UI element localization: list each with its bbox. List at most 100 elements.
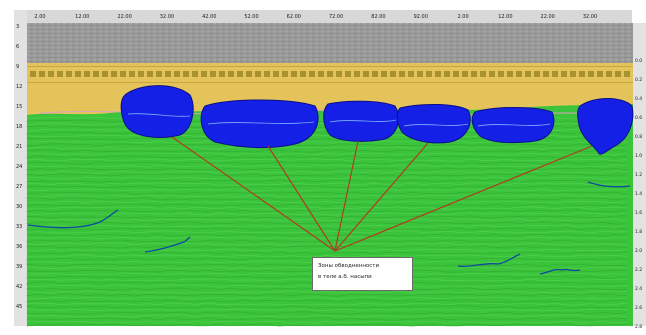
void-zone-2 [200, 99, 319, 149]
callout-line-2: в теле а.б. насыпи [318, 274, 372, 280]
ground-texture-line [26, 188, 628, 192]
ground-texture-line [26, 158, 628, 162]
ground-texture-line [26, 191, 628, 195]
stripe-block [93, 71, 99, 77]
stripe-block [489, 71, 495, 77]
stripe-block [255, 71, 261, 77]
reflector-line-1 [27, 209, 119, 229]
void-traces [127, 113, 551, 127]
stripe-block [228, 71, 234, 77]
ground-texture-line [26, 203, 628, 207]
ground-texture-line [26, 218, 628, 222]
top-ruler [14, 10, 632, 23]
stripe-block [273, 71, 279, 77]
layer-stripe [27, 66, 633, 83]
ground-texture-line [26, 242, 627, 246]
stripe-block [219, 71, 225, 77]
top-tick-label: 42.00 [202, 14, 216, 20]
stripe-block [246, 71, 252, 77]
stripe-block [597, 71, 603, 77]
stripe-block [561, 71, 567, 77]
ground-texture-line [26, 179, 628, 183]
left-tick-label: 36 [16, 244, 22, 250]
reflector-line-2 [144, 236, 191, 253]
stripe-block [516, 71, 522, 77]
ground-texture-line [26, 149, 628, 153]
stripe-block [183, 71, 189, 77]
stripe-block [138, 71, 144, 77]
top-tick-label: 12.00 [75, 14, 89, 20]
right-tick-label: 2.6 [635, 305, 642, 311]
stripe-block [588, 71, 594, 77]
stripe-block [390, 71, 396, 77]
reflector-line-5 [587, 181, 631, 188]
ground-texture-line [26, 194, 628, 198]
ground-texture-line [26, 167, 628, 171]
callout-line-1: Зоны обводненности [318, 263, 380, 269]
top-tick-label: 32.00 [583, 14, 597, 20]
ground-texture-line [26, 161, 628, 165]
left-tick-label: 27 [16, 184, 22, 190]
stripe-block [165, 71, 171, 77]
right-tick-label: 0.2 [635, 77, 642, 83]
left-tick-label: 45 [16, 304, 22, 310]
stripe-block [354, 71, 360, 77]
ground-texture-line [26, 308, 628, 312]
stripe-block [39, 71, 45, 77]
stripe-block [57, 71, 63, 77]
stripe-block [471, 71, 477, 77]
stripe-block [507, 71, 513, 77]
stripe-block [84, 71, 90, 77]
stripe-block [345, 71, 351, 77]
stripe-block [327, 71, 333, 77]
left-tick-label: 39 [16, 264, 22, 270]
stripe-block [570, 71, 576, 77]
leader-lines [171, 136, 593, 252]
ground-texture-line [26, 320, 628, 324]
stripe-block [552, 71, 558, 77]
right-tick-label: 0.8 [635, 134, 642, 140]
left-ruler [14, 10, 27, 326]
stripe-block [462, 71, 468, 77]
stripe-block [363, 71, 369, 77]
ground-texture-line [26, 200, 628, 204]
left-tick-label: 15 [16, 104, 22, 110]
ground-texture-line [26, 146, 628, 150]
stripe-block [453, 71, 459, 77]
right-tick-label: 2.4 [635, 286, 642, 292]
ground-texture-line [26, 251, 628, 255]
ground-texture-line [26, 173, 627, 177]
ground-texture-line [26, 212, 628, 216]
left-tick-label: 3 [16, 24, 19, 30]
ground-texture-line [26, 290, 627, 294]
stripe-block [579, 71, 585, 77]
stripe-block [534, 71, 540, 77]
ground-texture-line [26, 176, 627, 180]
stripe-block [111, 71, 117, 77]
ground-texture-line [26, 317, 628, 321]
stripe-block [444, 71, 450, 77]
top-tick-label: 82.00 [371, 14, 385, 20]
ground-texture-line [26, 233, 628, 237]
stripe-block [435, 71, 441, 77]
stripe-block [48, 71, 54, 77]
stripe-block [129, 71, 135, 77]
void-zone-6 [577, 98, 634, 155]
stripe-block [30, 71, 36, 77]
stripe-block [372, 71, 378, 77]
right-tick-label: 1.4 [635, 191, 642, 197]
ground-texture-line [26, 230, 628, 234]
stripe-block [381, 71, 387, 77]
left-tick-label: 33 [16, 224, 22, 230]
left-tick-label: 6 [16, 44, 19, 50]
ground-texture-line [26, 254, 628, 258]
stripe-block [525, 71, 531, 77]
ground-texture-line [26, 248, 628, 252]
left-tick-label: 42 [16, 284, 22, 290]
right-tick-label: 2.0 [635, 248, 642, 254]
ground-texture-line [26, 185, 628, 189]
right-tick-label: 0.4 [635, 96, 642, 102]
ground-texture-line [26, 155, 628, 159]
stripe-block [615, 71, 621, 77]
